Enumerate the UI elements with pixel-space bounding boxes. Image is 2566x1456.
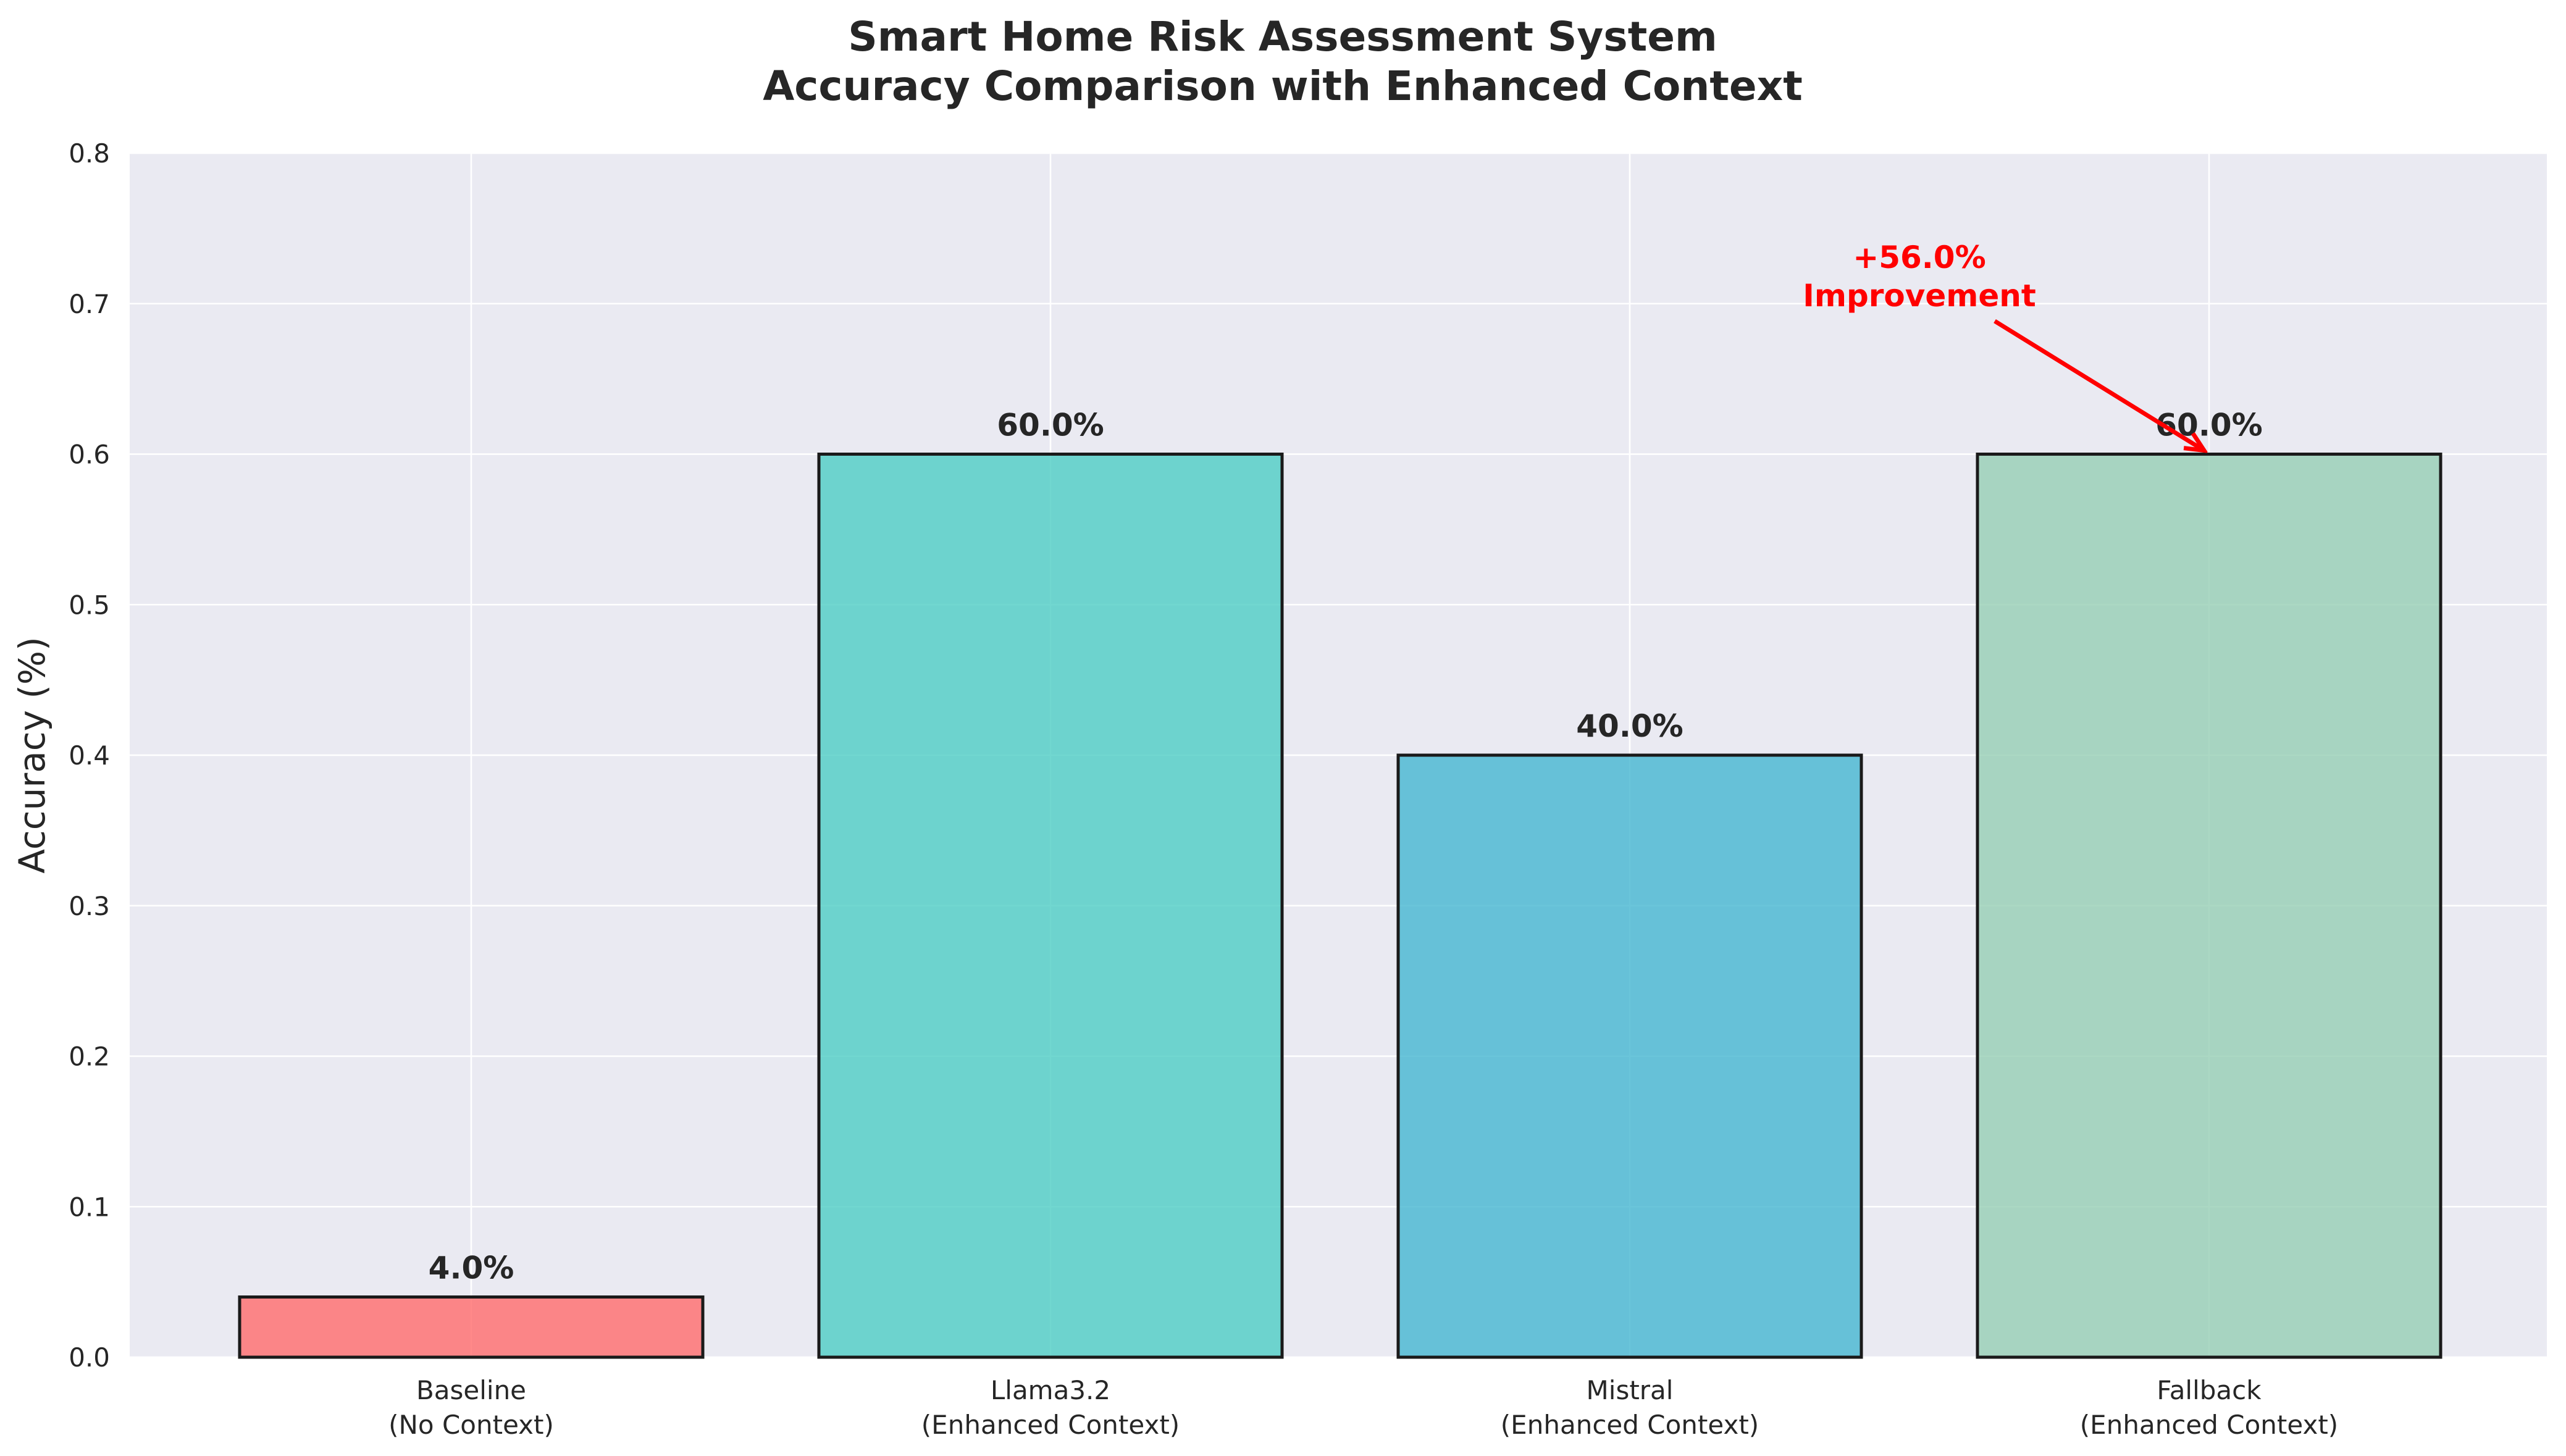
y-tick-label-4: 0.4 <box>69 740 110 771</box>
bar-3 <box>1976 453 2442 1359</box>
bar-value-label-0: 4.0% <box>429 1250 514 1286</box>
y-axis-label: Accuracy (%) <box>11 637 53 874</box>
chart-title-line-1: Smart Home Risk Assessment System <box>848 13 1717 61</box>
value-labels: 4.0% 60.0% 40.0% 60.0% <box>429 408 2263 1286</box>
bar-2 <box>1396 753 1863 1359</box>
x-tick-label-1: Llama3.2 (Enhanced Context) <box>921 1375 1180 1440</box>
annotation-text: +56.0% Improvement <box>1803 240 2036 314</box>
y-tick-label-6: 0.6 <box>69 440 110 470</box>
x-axis-ticks: Baseline (No Context) Llama3.2 (Enhanced Co… <box>388 1375 2338 1440</box>
bar-value-label-2: 40.0% <box>1576 708 1683 744</box>
bars <box>238 453 2442 1359</box>
x-tick-label-2: Mistral (Enhanced Context) <box>1501 1375 1759 1440</box>
y-axis-ticks: 0.0 0.1 0.2 0.3 0.4 0.5 0.6 0.7 0.8 <box>69 138 110 1373</box>
y-tick-label-5: 0.5 <box>69 590 110 620</box>
bar-1 <box>817 453 1284 1359</box>
improvement-annotation: +56.0% Improvement <box>1803 240 2204 451</box>
y-tick-label-1: 0.1 <box>69 1192 110 1222</box>
annotation-arrow <box>1994 319 2204 451</box>
chart-title-line-2: Accuracy Comparison with Enhanced Contex… <box>763 62 1803 110</box>
y-tick-label-2: 0.2 <box>69 1042 110 1072</box>
bar-value-label-3: 60.0% <box>2155 408 2262 443</box>
chart-title: Smart Home Risk Assessment System Accura… <box>763 13 1803 110</box>
y-tick-label-3: 0.3 <box>69 891 110 921</box>
y-tick-label-0: 0.0 <box>69 1342 110 1373</box>
y-tick-label-7: 0.7 <box>69 289 110 319</box>
x-tick-label-3: Fallback (Enhanced Context) <box>2080 1375 2338 1440</box>
bar-0 <box>238 1295 705 1359</box>
bar-value-label-1: 60.0% <box>997 408 1104 443</box>
y-tick-label-8: 0.8 <box>69 138 110 169</box>
x-tick-label-0: Baseline (No Context) <box>388 1375 554 1440</box>
